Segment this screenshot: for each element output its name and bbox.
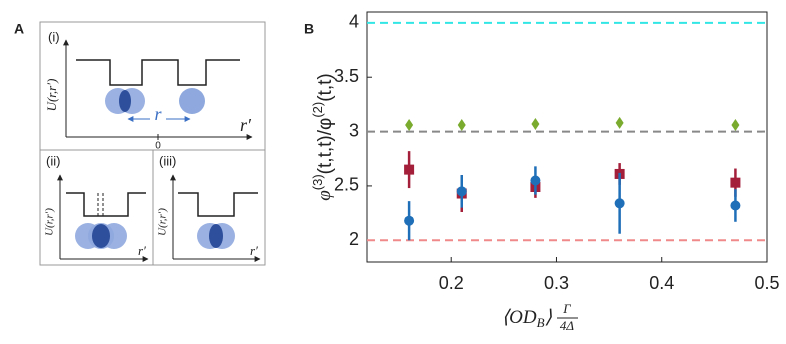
ylabel-sup: (2): [310, 102, 325, 118]
x-tick-label: 0.4: [649, 273, 674, 293]
ylabel-sup: (3): [310, 174, 325, 190]
axis-label: r′: [250, 243, 258, 258]
y-tick-label: 3: [349, 120, 359, 140]
axis-label: U(r,r′): [44, 79, 59, 112]
xlabel-part: ⟩: [545, 307, 553, 328]
point: [615, 116, 624, 129]
ylabel-part: (t,t): [315, 73, 336, 102]
potential: [76, 59, 240, 86]
point: [730, 177, 741, 188]
subpanel-label: (ii): [46, 153, 60, 168]
point: [404, 215, 415, 226]
frame: [39, 21, 266, 151]
label-bg: [150, 109, 166, 125]
y-tick-label: 2.5: [334, 175, 359, 195]
point: [457, 119, 466, 132]
panel-label: A: [14, 21, 24, 37]
ylabel-part: φ: [314, 190, 335, 201]
point: [530, 175, 541, 186]
atom: [179, 88, 205, 114]
xlabel-num: Γ: [562, 301, 571, 316]
x-tick-label: 0.5: [754, 273, 779, 293]
axis-label: r′: [240, 115, 252, 135]
overlap: [209, 224, 223, 248]
point: [405, 119, 414, 132]
ylabel-part: (t,t,t)/φ: [315, 118, 336, 175]
atoms: [105, 88, 205, 114]
plot-frame: [366, 11, 768, 263]
potential: [178, 192, 258, 217]
panel-frames: [39, 21, 266, 266]
frame: [152, 149, 266, 266]
overlap: [92, 224, 110, 248]
point: [456, 186, 467, 197]
y-tick-label: 4: [349, 12, 359, 32]
xlabel-den: 4Δ: [560, 318, 575, 333]
potential: [66, 192, 146, 217]
overlap: [119, 90, 131, 112]
y-axis-title: φ(3)(t,t,t)/φ(2)(t,t): [310, 73, 336, 200]
axis-label: U(r,r′): [157, 208, 169, 236]
x-tick-label: 0.3: [544, 273, 569, 293]
point: [731, 119, 740, 132]
point: [614, 198, 625, 209]
axis-label: U(r,r′): [44, 208, 56, 236]
separation-label: r: [154, 104, 162, 124]
panel-label: B: [304, 21, 314, 37]
point: [404, 164, 415, 175]
subpanel-label: (i): [48, 29, 60, 44]
point: [730, 200, 741, 211]
subpanel-label: (iii): [159, 153, 176, 168]
x-axis-title: ⟨ODB⟩: [502, 307, 553, 330]
point: [531, 117, 540, 130]
x-tick-label: 0.2: [439, 273, 464, 293]
y-tick-label: 3.5: [334, 66, 359, 86]
y-tick-label: 2: [349, 229, 359, 249]
axis-label: r′: [138, 243, 146, 258]
xlabel-sub: B: [537, 315, 545, 330]
origin-label: 0: [155, 141, 161, 152]
xlabel-part: ⟨OD: [502, 307, 537, 328]
